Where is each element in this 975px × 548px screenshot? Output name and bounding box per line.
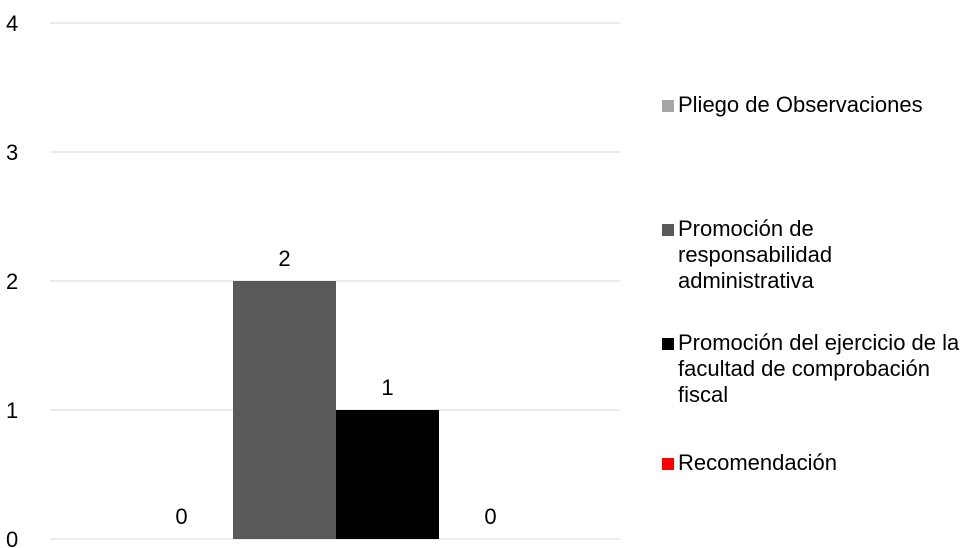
data-label: 2 xyxy=(278,246,290,271)
legend-swatch xyxy=(662,100,674,112)
data-label: 1 xyxy=(381,375,393,400)
legend-item-responsabilidad: Promoción de responsabilidad administrat… xyxy=(662,216,878,294)
y-tick-label: 1 xyxy=(6,398,18,423)
data-label: 0 xyxy=(484,504,496,529)
legend-item-comprobacion: Promoción del ejercicio de la facultad d… xyxy=(662,330,968,408)
legend-swatch xyxy=(662,338,674,350)
legend-item-pliego: Pliego de Observaciones xyxy=(662,92,968,118)
bar xyxy=(233,281,336,539)
legend-swatch xyxy=(662,458,674,470)
y-tick-label: 0 xyxy=(6,527,18,548)
legend-label: Pliego de Observaciones xyxy=(678,92,923,117)
data-labels: 0 2 1 0 xyxy=(175,246,496,529)
data-label: 0 xyxy=(175,504,187,529)
bar xyxy=(336,410,439,539)
legend-label: Recomendación xyxy=(678,450,837,475)
legend-item-recomendacion: Recomendación xyxy=(662,450,968,476)
legend-label: Promoción del ejercicio de la facultad d… xyxy=(678,330,960,407)
bars xyxy=(233,281,439,539)
legend-swatch xyxy=(662,224,674,236)
y-tick-label: 4 xyxy=(6,11,18,36)
legend-label: Promoción de responsabilidad administrat… xyxy=(678,216,833,293)
y-axis-ticks: 0 1 2 3 4 xyxy=(6,11,18,548)
y-tick-label: 3 xyxy=(6,140,18,165)
y-tick-label: 2 xyxy=(6,269,18,294)
